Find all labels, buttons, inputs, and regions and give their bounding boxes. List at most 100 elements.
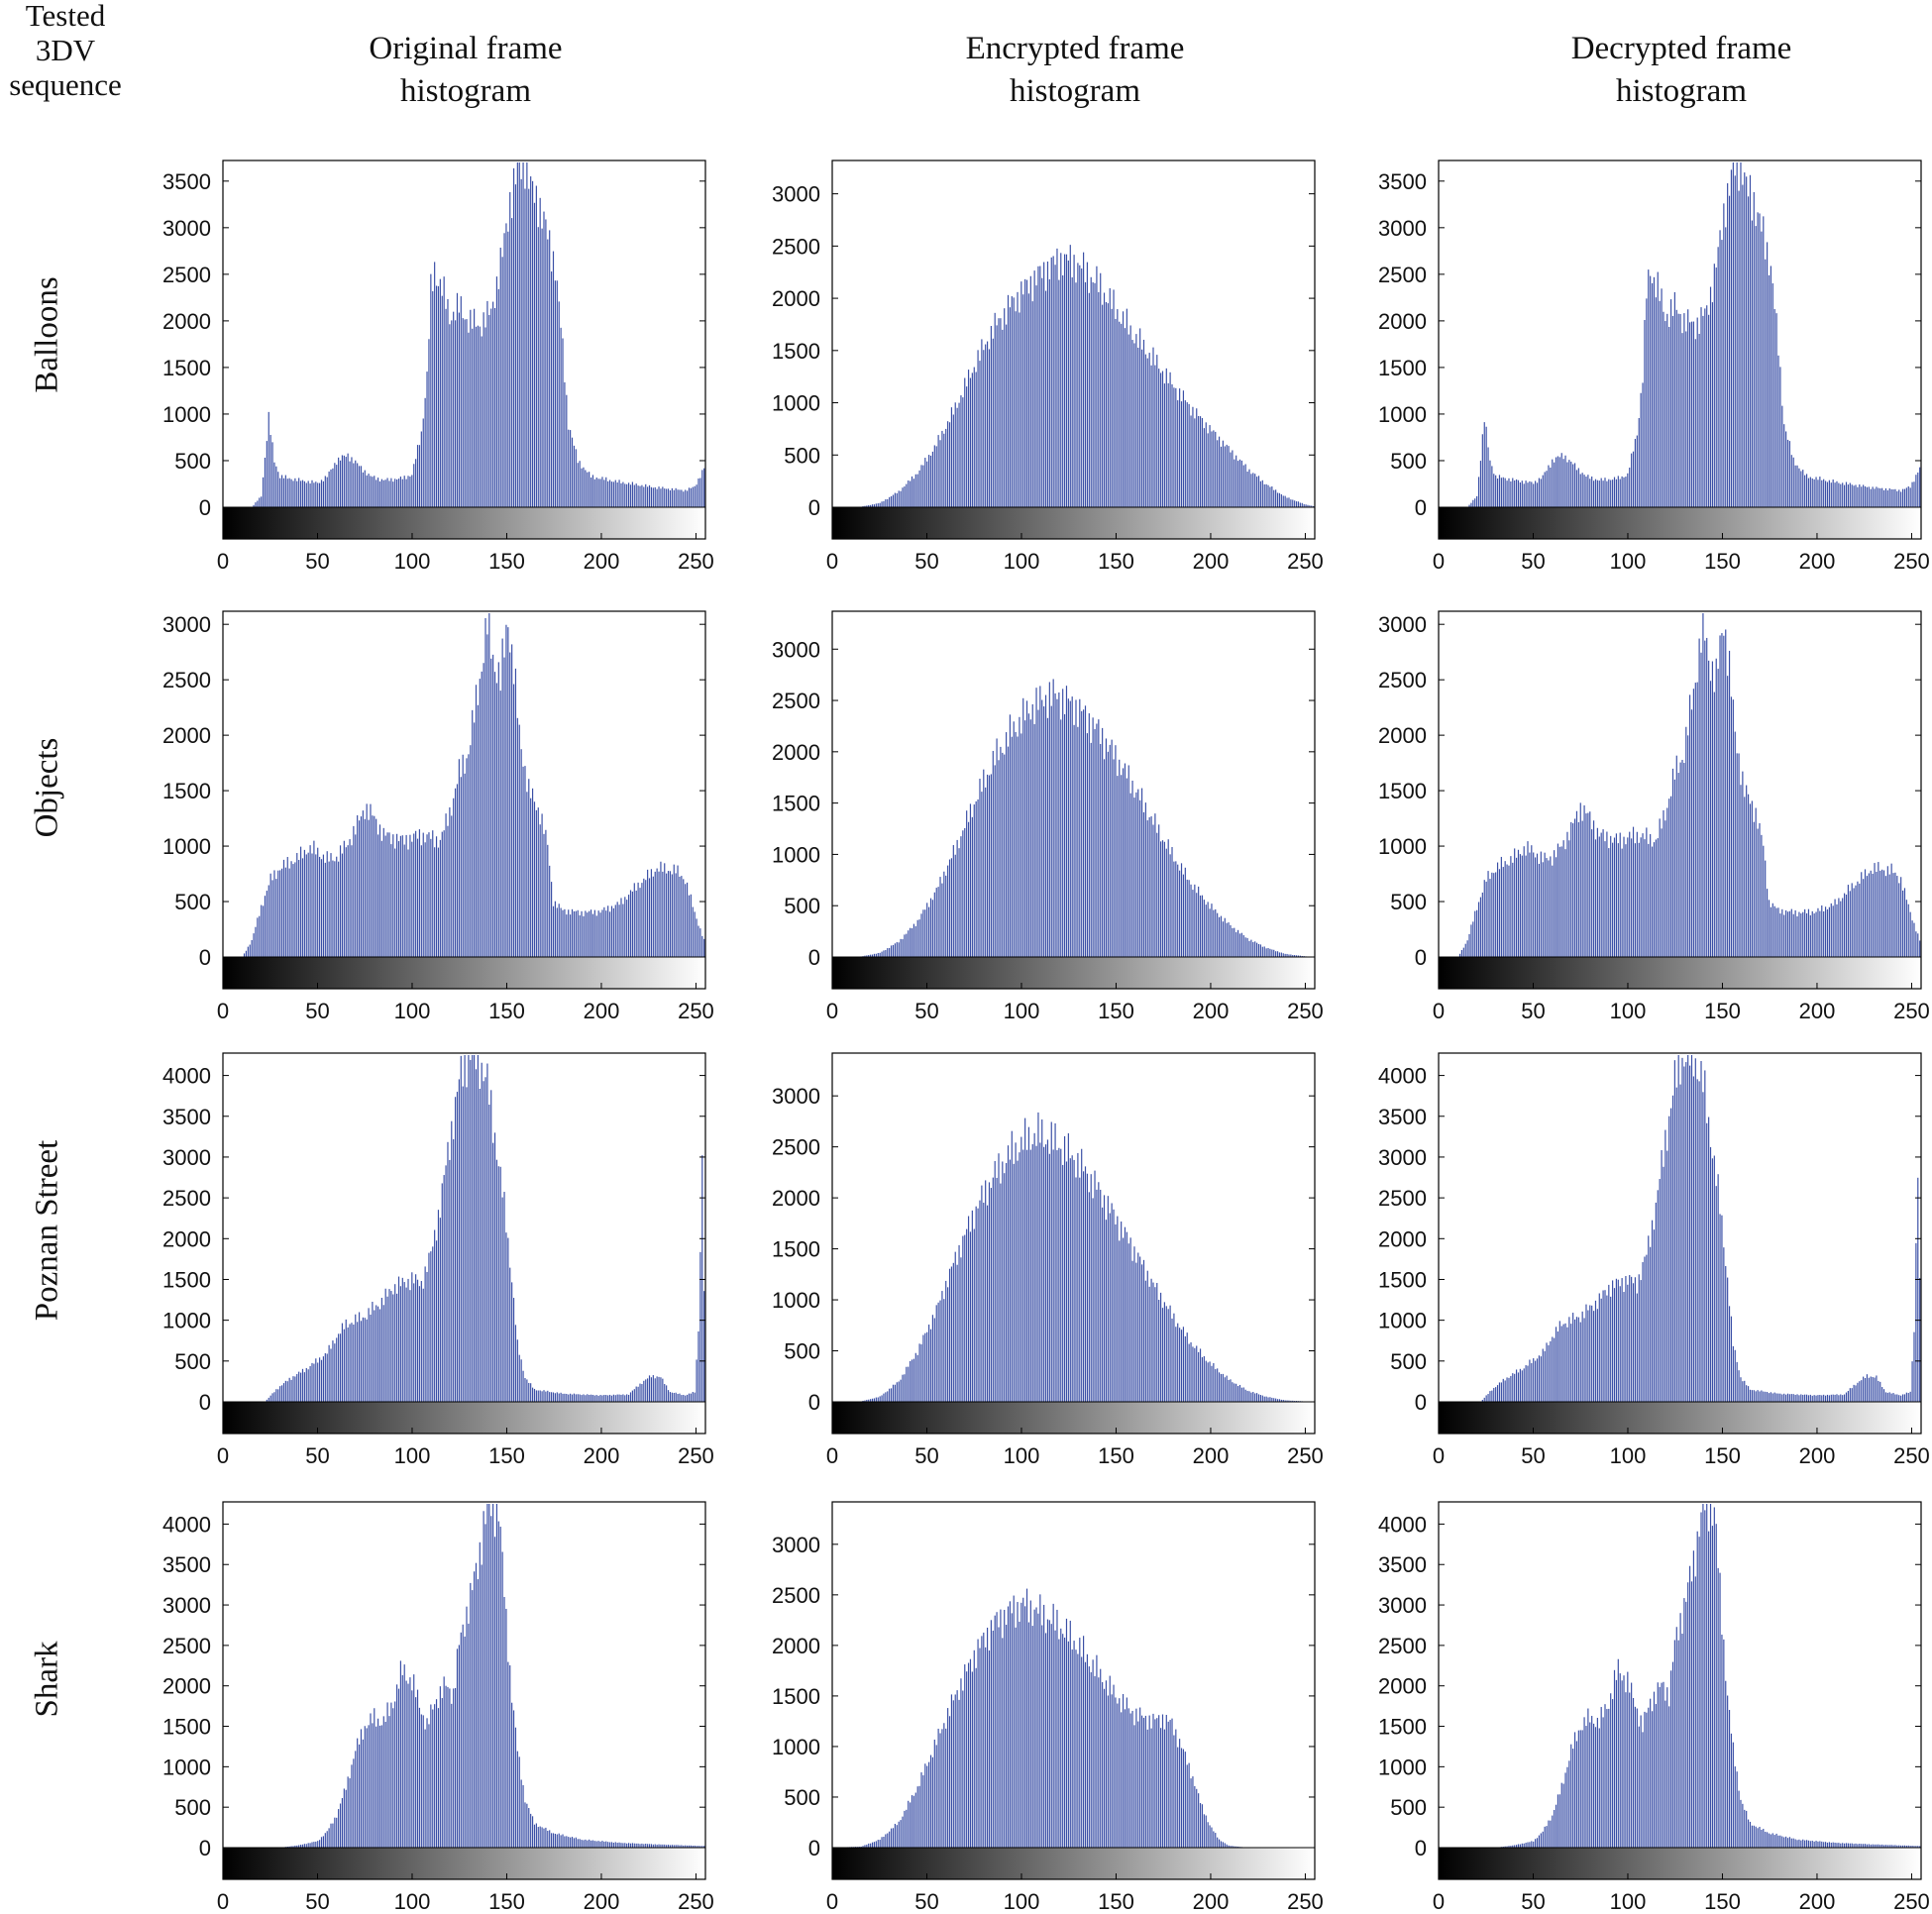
histogram-bar [916, 919, 918, 957]
histogram-bar [1177, 400, 1179, 507]
histogram-bar [334, 1817, 336, 1848]
y-tick-label: 1000 [162, 1754, 211, 1779]
histogram-bar [560, 907, 562, 957]
histogram-bar [1117, 776, 1119, 957]
histogram-bar [1487, 871, 1489, 957]
histogram-bar [451, 1703, 453, 1848]
histogram-bar [1508, 1377, 1510, 1402]
histogram-bar [273, 870, 275, 957]
histogram-bar [605, 1395, 607, 1402]
histogram-bar [591, 1394, 594, 1402]
histogram-bar [1092, 281, 1094, 507]
y-tick-label: 0 [1415, 495, 1427, 520]
histogram-bar [505, 1608, 507, 1848]
histogram-bar [1182, 1327, 1185, 1402]
histogram-bar [564, 1836, 566, 1848]
histogram-bar [1759, 1391, 1761, 1402]
histogram-bar [315, 1358, 317, 1402]
histogram-bar [255, 926, 257, 957]
histogram-bar [1044, 290, 1047, 507]
histogram-bar [475, 326, 478, 507]
histogram-bar [277, 870, 279, 957]
histogram-bar [1598, 1728, 1600, 1848]
y-tick-label: 1500 [772, 339, 820, 364]
histogram-bar [1683, 1066, 1685, 1402]
histogram-bar [1785, 431, 1787, 507]
histogram-bar [992, 1630, 994, 1848]
histogram-bar [1805, 1394, 1808, 1402]
histogram-bar [1552, 865, 1554, 957]
histogram-bar [543, 1390, 545, 1402]
histogram-bar [428, 339, 430, 507]
histogram-bar [1493, 1387, 1495, 1402]
histogram-bar [1844, 1394, 1846, 1402]
histogram-bar [307, 852, 309, 957]
histogram-bar [948, 859, 951, 957]
histogram-bar [1056, 1150, 1058, 1402]
histogram-bar [1540, 851, 1542, 957]
histogram-bar [545, 1827, 547, 1848]
histogram-bar [305, 1844, 307, 1848]
histogram-bar [528, 188, 530, 507]
histogram-bar [1156, 1718, 1158, 1848]
histogram-bar [890, 495, 893, 507]
histogram-bar [484, 1077, 486, 1402]
histogram-bar [973, 804, 975, 957]
histogram-bar [1905, 900, 1907, 957]
histogram-bar [1510, 480, 1512, 507]
histogram-bar [941, 1291, 943, 1402]
histogram-bar [439, 1218, 441, 1402]
histogram-bar [405, 478, 407, 507]
histogram-bar [1845, 1392, 1848, 1402]
histogram-bar [249, 944, 251, 957]
histogram-bar [292, 1376, 294, 1402]
histogram-bar [1779, 913, 1781, 957]
histogram-bar [447, 1141, 449, 1402]
axes-frame [222, 160, 706, 540]
histogram-bar [1627, 473, 1629, 507]
histogram-bar [1127, 1708, 1129, 1848]
y-tick-label: 0 [808, 945, 820, 970]
histogram-bar [571, 1394, 574, 1402]
histogram-bar [1650, 275, 1652, 507]
histogram-bar [1548, 1820, 1550, 1848]
histogram-bar [1788, 1394, 1791, 1402]
histogram-bar [1154, 813, 1156, 957]
histogram-bar [1866, 1844, 1869, 1848]
histogram-bar [305, 1367, 307, 1402]
histogram-bar [447, 298, 449, 507]
histogram-bar [1884, 487, 1887, 507]
histogram-bar [394, 478, 396, 507]
histogram-bar [1598, 480, 1600, 507]
histogram-bar [1872, 1844, 1874, 1848]
histogram-bar [503, 1192, 505, 1402]
histogram-bar [1853, 1844, 1855, 1848]
x-tick-label: 50 [914, 999, 938, 1023]
histogram-bar [493, 1132, 496, 1402]
histogram-bar [1022, 697, 1024, 957]
histogram-bar [1879, 1845, 1881, 1848]
histogram-bar [1783, 914, 1785, 957]
histogram-bar [1546, 471, 1548, 507]
histogram-bar [315, 1841, 317, 1848]
histogram-bar [370, 476, 372, 507]
histogram-bar [280, 868, 283, 957]
histogram-bar [1913, 922, 1915, 957]
histogram-bar [501, 1197, 503, 1402]
histogram-bar [1048, 1620, 1050, 1848]
histogram-bar [279, 1386, 281, 1402]
histogram-bar [620, 1394, 622, 1402]
histogram-bar [1013, 1163, 1015, 1402]
histogram-bar [1690, 321, 1693, 507]
histogram-bar [1807, 1840, 1810, 1848]
histogram-bar [1015, 1627, 1017, 1848]
histogram-bar [1713, 691, 1715, 957]
histogram-bar [929, 898, 932, 957]
histogram-bar [871, 1842, 874, 1848]
histogram-bar [1246, 937, 1248, 957]
histogram-bar [1230, 452, 1232, 507]
histogram-bar [1785, 1394, 1787, 1402]
histogram-bar [1666, 1687, 1668, 1848]
histogram-bar [1881, 869, 1883, 957]
histogram-bar [1073, 1159, 1075, 1402]
